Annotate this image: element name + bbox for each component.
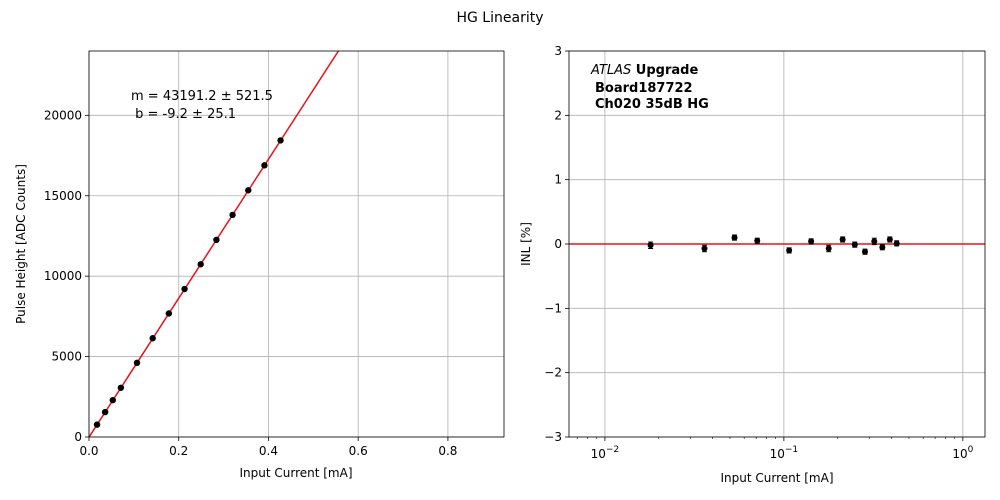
- fit-intercept-annotation: b = -9.2 ± 25.1: [131, 107, 236, 122]
- inl-panel: 10−2 10−1 100 −3 −2 −1 0 1 2 3 Input Current [mA…: [519, 44, 986, 485]
- inl-point: [871, 238, 878, 245]
- linearity-x-ticks: 0.0 0.2 0.4 0.6 0.8: [79, 437, 457, 458]
- inl-point: [808, 238, 815, 245]
- figure-suptitle: HG Linearity: [456, 10, 543, 26]
- inl-marks: [569, 234, 985, 255]
- data-point: [149, 335, 156, 342]
- data-point: [245, 187, 252, 194]
- atlas-italic: ATLAS: [590, 63, 631, 78]
- inl-y-axis-label: INL [%]: [519, 222, 533, 266]
- y-tick-label: 20000: [44, 108, 82, 122]
- linearity-marks: [89, 51, 340, 437]
- y-tick-label: 15000: [44, 189, 82, 203]
- linearity-y-ticks: 0 5000 10000 15000 20000: [44, 108, 89, 444]
- y-tick-label: 1: [554, 173, 562, 187]
- linearity-frame: [88, 50, 505, 438]
- atlas-label: ATLAS Upgrade: [590, 63, 698, 78]
- inl-point: [851, 241, 858, 248]
- y-tick-label: −2: [544, 366, 562, 380]
- inl-point: [893, 240, 900, 247]
- inl-point: [861, 248, 868, 255]
- data-point: [277, 137, 284, 144]
- y-tick-label: 10000: [44, 269, 82, 283]
- inl-y-ticks: −3 −2 −1 0 1 2 3: [544, 44, 569, 444]
- inl-point: [825, 245, 832, 252]
- y-tick-label: 3: [554, 44, 562, 58]
- inl-point: [754, 237, 761, 244]
- x-tick-label: 0.4: [259, 444, 278, 458]
- inl-point: [786, 247, 793, 254]
- linearity-y-axis-label: Pulse Height [ADC Counts]: [14, 164, 28, 324]
- data-point: [117, 384, 125, 391]
- inl-point: [879, 244, 886, 251]
- y-tick-label: 0: [74, 430, 82, 444]
- inl-point: [731, 234, 738, 241]
- y-tick-label: −1: [544, 301, 562, 315]
- board-label: Board187722: [595, 81, 693, 96]
- fit-slope-annotation: m = 43191.2 ± 521.5: [131, 89, 273, 104]
- data-point: [229, 211, 236, 219]
- linearity-panel: 0.0 0.2 0.4 0.6 0.8 0 5000 10000 15000 20000 Inp…: [14, 50, 505, 480]
- y-tick-label: 0: [554, 237, 562, 251]
- inl-point: [839, 236, 846, 243]
- data-point: [213, 236, 220, 244]
- data-point: [165, 310, 173, 317]
- data-point: [93, 421, 101, 428]
- y-tick-label: 2: [554, 108, 562, 122]
- data-point: [101, 408, 109, 416]
- data-point: [197, 261, 204, 268]
- x-tick-label: 0.2: [169, 444, 188, 458]
- atlas-upgrade: Upgrade: [631, 63, 698, 78]
- y-tick-label: −3: [544, 430, 562, 444]
- channel-label: Ch020 35dB HG: [595, 97, 709, 112]
- x-tick-label: 10−2: [591, 445, 620, 461]
- x-tick-label: 0.6: [349, 444, 368, 458]
- x-tick-label: 10−1: [770, 445, 799, 461]
- data-point: [109, 396, 116, 404]
- data-point: [133, 359, 141, 367]
- x-tick-label: 0.8: [438, 444, 457, 458]
- inl-point: [886, 236, 893, 243]
- inl-point: [701, 245, 708, 252]
- fit-line: [89, 51, 340, 437]
- x-tick-label: 0.0: [79, 444, 98, 458]
- inl-x-axis-label: Input Current [mA]: [720, 471, 833, 485]
- y-tick-label: 5000: [51, 350, 82, 364]
- inl-x-ticks: 10−2 10−1 100: [576, 437, 974, 461]
- x-tick-label: 100: [952, 445, 973, 461]
- data-point: [261, 162, 268, 169]
- linearity-x-axis-label: Input Current [mA]: [239, 466, 352, 480]
- data-point: [181, 285, 188, 293]
- inl-point: [647, 242, 654, 249]
- axes-frame: [88, 50, 505, 438]
